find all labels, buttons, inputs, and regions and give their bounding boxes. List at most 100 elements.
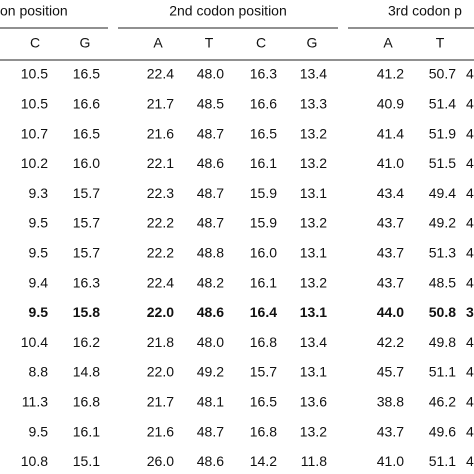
- column-header: C: [30, 35, 40, 51]
- cell: 4: [466, 155, 474, 171]
- cell: 21.6: [147, 125, 174, 141]
- cell: 22.3: [147, 185, 174, 201]
- cell: 48.2: [197, 274, 224, 290]
- cell: 16.8: [250, 334, 277, 350]
- cell: 41.0: [377, 155, 404, 171]
- cell: 10.4: [21, 334, 48, 350]
- cell: 13.4: [300, 66, 327, 82]
- column-header: G: [80, 35, 91, 51]
- cell: 22.0: [147, 304, 174, 320]
- cell: 11.8: [301, 453, 327, 469]
- cell: 9.5: [29, 423, 49, 439]
- cell: 16.1: [250, 155, 277, 171]
- cell: 40.9: [377, 96, 404, 112]
- cell: 49.2: [197, 364, 224, 380]
- cell: 4: [466, 215, 474, 231]
- cell: 9.3: [29, 185, 49, 201]
- cell: 43.7: [377, 274, 404, 290]
- cell: 9.5: [29, 245, 49, 261]
- cell: 22.2: [147, 215, 174, 231]
- cell: 22.1: [147, 155, 174, 171]
- cell: 16.5: [250, 394, 277, 410]
- cell: 13.1: [300, 185, 327, 201]
- cell: 13.2: [300, 155, 327, 171]
- cell: 51.4: [429, 96, 456, 112]
- cell: 15.7: [73, 245, 100, 261]
- cell: 22.2: [147, 245, 174, 261]
- cell: 10.5: [21, 66, 48, 82]
- cell: 50.8: [429, 304, 456, 320]
- column-header: T: [205, 35, 214, 51]
- cell: 48.5: [429, 274, 456, 290]
- cell: 4: [466, 185, 474, 201]
- cell: 8.8: [29, 364, 49, 380]
- cell: 13.3: [300, 96, 327, 112]
- cell: 21.7: [147, 394, 174, 410]
- column-header: T: [436, 35, 445, 51]
- cell: 13.1: [300, 245, 327, 261]
- cell: 48.1: [197, 394, 224, 410]
- group-header: 3rd codon p: [388, 3, 462, 19]
- cell: 4: [466, 274, 474, 290]
- cell: 16.0: [250, 245, 277, 261]
- cell: 49.4: [429, 185, 456, 201]
- column-header: C: [256, 35, 266, 51]
- cell: 48.0: [197, 66, 224, 82]
- column-header: A: [153, 35, 163, 51]
- cell: 16.5: [250, 125, 277, 141]
- cell: 43.4: [377, 185, 404, 201]
- cell: 48.7: [197, 215, 224, 231]
- cell: 15.9: [250, 215, 277, 231]
- cell: 41.4: [377, 125, 404, 141]
- cell: 48.0: [197, 334, 224, 350]
- cell: 38.8: [377, 394, 404, 410]
- cell: 48.5: [197, 96, 224, 112]
- column-header: G: [307, 35, 318, 51]
- cell: 48.6: [197, 155, 224, 171]
- cell: 13.2: [300, 125, 327, 141]
- cell: 45.7: [377, 364, 404, 380]
- cell: 48.7: [197, 185, 224, 201]
- cell: 9.5: [29, 215, 49, 231]
- cell: 41.2: [377, 66, 404, 82]
- cell: 4: [466, 96, 474, 112]
- cell: 48.7: [197, 423, 224, 439]
- cell: 21.6: [147, 423, 174, 439]
- cell: 16.6: [250, 96, 277, 112]
- cell: 49.6: [429, 423, 456, 439]
- cell: 16.0: [73, 155, 100, 171]
- cell: 21.8: [147, 334, 174, 350]
- cell: 49.8: [429, 334, 456, 350]
- group-header: 2nd codon position: [169, 3, 287, 19]
- column-header: A: [383, 35, 393, 51]
- cell: 3: [466, 304, 474, 320]
- cell: 13.2: [300, 423, 327, 439]
- cell: 13.4: [300, 334, 327, 350]
- cell: 13.1: [300, 364, 327, 380]
- group-header: on position: [0, 3, 68, 19]
- cell: 4: [466, 453, 474, 469]
- cell: 51.9: [429, 125, 456, 141]
- cell: 16.3: [250, 66, 277, 82]
- cell: 22.0: [147, 364, 174, 380]
- cell: 13.6: [300, 394, 327, 410]
- cell: 42.2: [377, 334, 404, 350]
- cell: 15.7: [250, 364, 277, 380]
- cell: 9.4: [29, 274, 49, 290]
- cell: 13.2: [300, 215, 327, 231]
- cell: 13.1: [300, 304, 327, 320]
- cell: 43.7: [377, 215, 404, 231]
- cell: 10.2: [21, 155, 48, 171]
- cell: 4: [466, 334, 474, 350]
- cell: 48.7: [197, 125, 224, 141]
- cell: 16.6: [73, 96, 100, 112]
- cell: 11.3: [22, 394, 48, 410]
- cell: 46.2: [429, 394, 456, 410]
- cell: 14.8: [73, 364, 100, 380]
- cell: 51.3: [429, 245, 456, 261]
- cell: 22.4: [147, 274, 174, 290]
- cell: 9.5: [29, 304, 49, 320]
- cell: 15.8: [73, 304, 100, 320]
- cell: 44.0: [377, 304, 404, 320]
